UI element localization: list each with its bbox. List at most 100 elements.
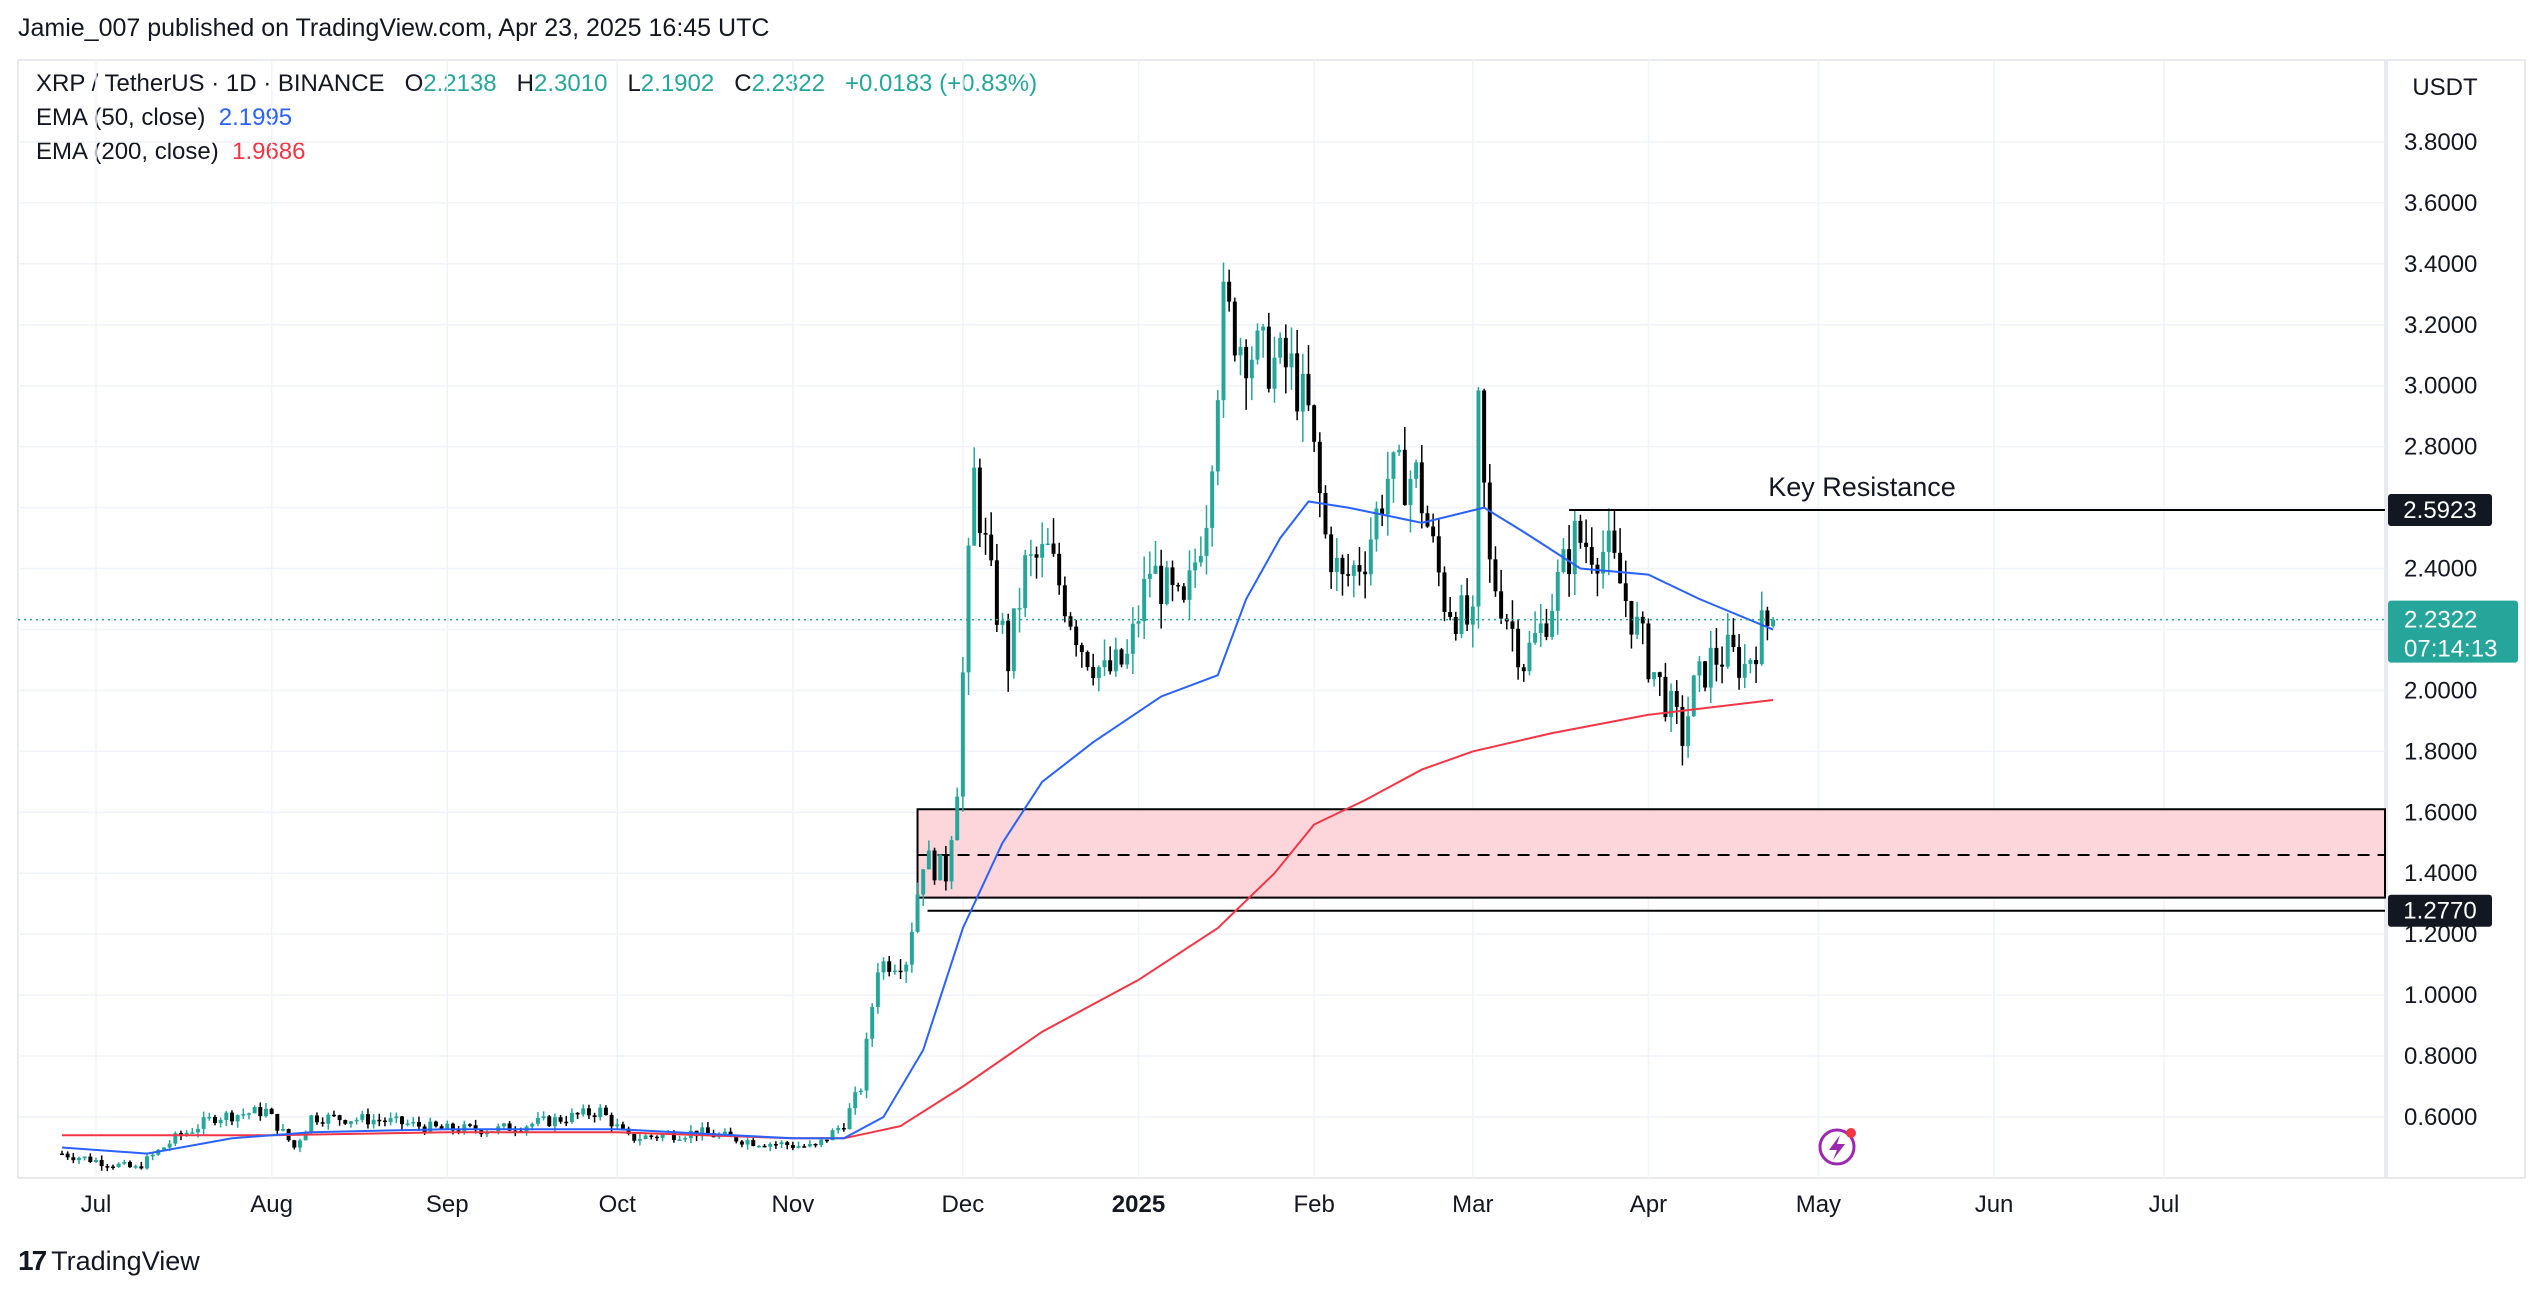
candle: [1731, 618, 1736, 652]
candle-body: [195, 1128, 200, 1133]
candle-body: [802, 1146, 807, 1148]
candle: [1629, 600, 1634, 649]
candle-body: [1482, 390, 1487, 483]
candle-body: [1244, 346, 1249, 379]
candle: [354, 1117, 359, 1125]
symbol-label[interactable]: XRP / TetherUS · 1D · BINANCE: [36, 70, 385, 97]
candle: [1108, 646, 1113, 675]
candle-body: [541, 1116, 546, 1118]
time-tick: Aug: [250, 1191, 293, 1218]
candle: [309, 1114, 314, 1135]
candle: [1504, 613, 1509, 630]
candle-body: [178, 1133, 183, 1136]
candle: [1646, 618, 1651, 683]
candle-body: [1289, 353, 1294, 368]
candle: [1176, 582, 1181, 592]
candle-body: [246, 1113, 251, 1115]
candle: [1657, 671, 1662, 696]
candle: [966, 537, 971, 695]
candle: [683, 1136, 688, 1143]
candle-body: [252, 1107, 257, 1114]
price-tick: 1.4000: [2404, 860, 2477, 887]
candle-body: [813, 1143, 818, 1146]
candle: [416, 1116, 421, 1131]
candle-body: [1221, 281, 1226, 401]
time-tick: Jul: [81, 1191, 112, 1218]
candle: [1045, 528, 1050, 546]
candle-body: [1017, 608, 1022, 610]
candle: [1578, 514, 1583, 549]
candle: [1544, 608, 1549, 641]
candle-body: [218, 1119, 223, 1124]
candle: [898, 959, 903, 979]
candle: [909, 922, 914, 973]
time-tick: May: [1796, 1191, 1841, 1218]
candle-body: [1725, 634, 1730, 667]
candle: [1669, 683, 1674, 732]
candle: [994, 544, 999, 633]
candle: [1748, 658, 1753, 674]
candle-body: [1476, 390, 1481, 607]
candle: [1521, 663, 1526, 682]
candle-body: [65, 1153, 70, 1158]
candle: [1300, 353, 1305, 442]
candle: [524, 1125, 529, 1136]
candle: [1193, 548, 1198, 588]
candle-body: [99, 1160, 104, 1167]
candle-body: [1153, 565, 1158, 574]
candle-body: [847, 1108, 852, 1130]
price-tick: 3.0000: [2404, 373, 2477, 400]
candle: [1759, 591, 1764, 666]
candle: [1697, 655, 1702, 692]
candle: [1708, 630, 1713, 704]
price-tick: 3.6000: [2404, 190, 2477, 217]
candle-body: [399, 1116, 404, 1125]
candle-body: [1249, 359, 1254, 379]
candle-body: [609, 1114, 614, 1127]
candle: [337, 1114, 342, 1126]
ema50-legend[interactable]: EMA (50, close) 2.1995: [36, 104, 292, 132]
candle: [1584, 519, 1589, 564]
candle: [1034, 546, 1039, 579]
candle-body: [751, 1140, 756, 1146]
candle-body: [858, 1090, 863, 1093]
candle-body: [785, 1142, 790, 1146]
candle-body: [82, 1156, 87, 1159]
candle-body: [853, 1092, 858, 1109]
candle-body: [1340, 557, 1345, 575]
candle-body: [1459, 595, 1464, 635]
candle: [586, 1104, 591, 1120]
candle-body: [190, 1132, 195, 1134]
candle: [943, 845, 948, 891]
candle-body: [297, 1140, 302, 1148]
candle: [705, 1122, 710, 1134]
candle-body: [1181, 586, 1186, 600]
candle-body: [1652, 672, 1657, 680]
axis-frame: [2386, 59, 2526, 1179]
candle: [949, 835, 954, 890]
candle: [1119, 647, 1124, 668]
candle: [1380, 494, 1385, 527]
candle: [399, 1115, 404, 1131]
candle-body: [1470, 606, 1475, 625]
candle-body: [904, 964, 909, 972]
candle-body: [796, 1146, 801, 1148]
price-tick: 2.8000: [2404, 434, 2477, 461]
candle: [1198, 536, 1203, 567]
candle-body: [1159, 565, 1164, 605]
candle-body: [1442, 572, 1447, 613]
candle-body: [116, 1163, 121, 1168]
candle: [320, 1117, 325, 1127]
candle: [1329, 526, 1334, 589]
open-label: O: [404, 70, 424, 97]
candle-body: [94, 1160, 98, 1163]
candle-body: [1640, 616, 1645, 624]
candle: [1028, 539, 1033, 577]
candle-body: [1465, 595, 1470, 625]
tradingview-logo[interactable]: 17 TradingView: [18, 1245, 200, 1277]
candle: [269, 1107, 274, 1115]
candle: [1742, 644, 1747, 689]
candle-body: [598, 1107, 603, 1117]
candle-body: [1346, 574, 1351, 576]
